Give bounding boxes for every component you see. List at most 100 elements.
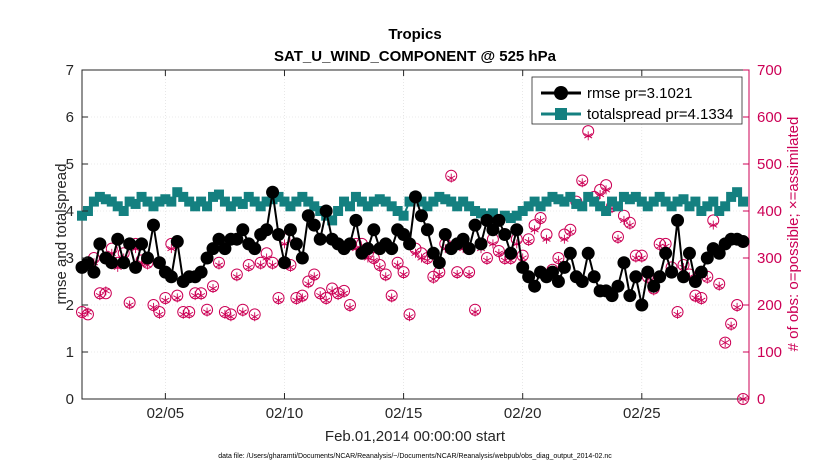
obs-assimilated-point xyxy=(298,293,307,303)
asterisk-stroke xyxy=(732,304,742,310)
y-axis-right: 0 100 200 300 400 500 600 700 xyxy=(743,62,782,408)
rmse-point xyxy=(283,223,297,237)
totalspread-point xyxy=(219,196,230,207)
obs-assimilated-point xyxy=(673,309,682,319)
rmse-point xyxy=(712,246,726,260)
obs-assimilated-point xyxy=(411,248,420,258)
rmse-point xyxy=(301,209,315,223)
y2-tick-label: 100 xyxy=(757,344,782,361)
rmse-point xyxy=(420,223,434,237)
obs-assimilated-point xyxy=(524,237,533,247)
totalspread-point xyxy=(702,201,713,212)
asterisk-stroke xyxy=(584,133,593,139)
totalspread-point xyxy=(672,196,683,207)
y-tick-label: 6 xyxy=(66,109,74,126)
totalspread-point xyxy=(470,206,481,216)
asterisk-stroke xyxy=(244,264,253,271)
obs-assimilated-point xyxy=(375,262,384,272)
obs-assimilated-point xyxy=(417,253,426,263)
totalspread-point xyxy=(100,194,111,205)
asterisk-stroke xyxy=(542,236,551,242)
asterisk-stroke xyxy=(226,314,236,320)
rmse-point xyxy=(575,275,589,288)
y-tick-label: 7 xyxy=(66,62,74,79)
totalspread-point xyxy=(476,208,487,219)
obs-assimilated-point xyxy=(447,173,456,183)
asterisk-stroke xyxy=(316,292,325,299)
totalspread-point xyxy=(511,210,522,221)
x-tick-label: 02/15 xyxy=(385,405,423,422)
legend-marker-rmse xyxy=(554,86,568,100)
y-tick-label: 3 xyxy=(66,250,74,267)
totalspread-point xyxy=(452,201,463,212)
totalspread-point xyxy=(297,191,308,202)
asterisk-stroke xyxy=(494,250,503,256)
data-file-footnote: data file: /Users/gharamti/Documents/NCA… xyxy=(218,453,612,460)
rmse-point xyxy=(349,213,363,227)
rmse-point xyxy=(623,289,637,303)
asterisk-stroke xyxy=(95,292,104,299)
asterisk-stroke xyxy=(578,180,587,186)
totalspread-point xyxy=(196,196,207,207)
obs-assimilated-point xyxy=(256,260,265,270)
rmse-point xyxy=(694,265,708,279)
totalspread-point xyxy=(505,213,516,224)
totalspread-point xyxy=(380,196,391,207)
obs-assimilated-point xyxy=(405,312,414,322)
obs-assimilated-point xyxy=(77,309,87,319)
totalspread-point xyxy=(118,206,129,216)
asterisk-stroke xyxy=(280,241,289,247)
asterisk-stroke xyxy=(715,283,724,289)
obs-assimilated-point xyxy=(173,293,182,303)
totalspread-point xyxy=(607,196,618,207)
obs-assimilated-point xyxy=(244,262,253,272)
asterisk-stroke xyxy=(613,236,623,242)
asterisk-stroke xyxy=(619,217,629,224)
totalspread-point xyxy=(440,194,451,205)
rmse-point xyxy=(313,232,327,246)
asterisk-stroke xyxy=(411,250,420,256)
totalspread-point xyxy=(636,196,647,207)
rmse-point xyxy=(432,256,446,270)
totalspread-point xyxy=(184,196,195,207)
rmse-point xyxy=(266,185,280,199)
rmse-point xyxy=(81,256,95,270)
y2-tick-label: 0 xyxy=(757,391,765,408)
rmse-point xyxy=(456,232,470,246)
obs-possible-point xyxy=(719,336,732,349)
obs-assimilated-point xyxy=(697,295,706,305)
obs-assimilated-point xyxy=(95,291,104,301)
asterisk-stroke xyxy=(625,222,635,228)
rmse-point xyxy=(665,265,679,279)
rmse-point xyxy=(248,242,262,256)
totalspread-point xyxy=(88,196,99,207)
totalspread-point xyxy=(577,201,588,212)
asterisk-stroke xyxy=(601,187,611,193)
asterisk-stroke xyxy=(77,311,87,318)
rmse-point xyxy=(736,235,750,249)
rmse-point xyxy=(617,256,631,270)
totalspread-point xyxy=(517,206,528,216)
obs-assimilated-point xyxy=(369,255,378,265)
rmse-point xyxy=(319,204,333,218)
obs-assimilated-point xyxy=(494,248,503,258)
asterisk-stroke xyxy=(721,339,730,346)
obs-assimilated-point xyxy=(560,234,569,244)
totalspread-point xyxy=(595,201,606,212)
y2-tick-label: 700 xyxy=(757,62,782,79)
x-tick-label: 02/10 xyxy=(266,405,304,422)
y-axis-left: 0 1 2 3 4 5 6 7 xyxy=(66,62,88,408)
totalspread-point xyxy=(190,201,201,212)
totalspread-point xyxy=(261,196,272,207)
totalspread-point xyxy=(714,206,725,216)
obs-assimilated-point xyxy=(310,272,319,282)
obs-assimilated-point xyxy=(727,321,736,331)
rmse-point xyxy=(361,242,375,256)
rmse-point xyxy=(647,279,661,293)
asterisk-stroke xyxy=(697,297,706,303)
totalspread-point xyxy=(237,198,248,209)
obs-assimilated-point xyxy=(328,286,337,296)
obs-assimilated-point xyxy=(214,260,224,270)
rmse-point xyxy=(135,237,149,251)
obs-assimilated-point xyxy=(536,215,545,225)
